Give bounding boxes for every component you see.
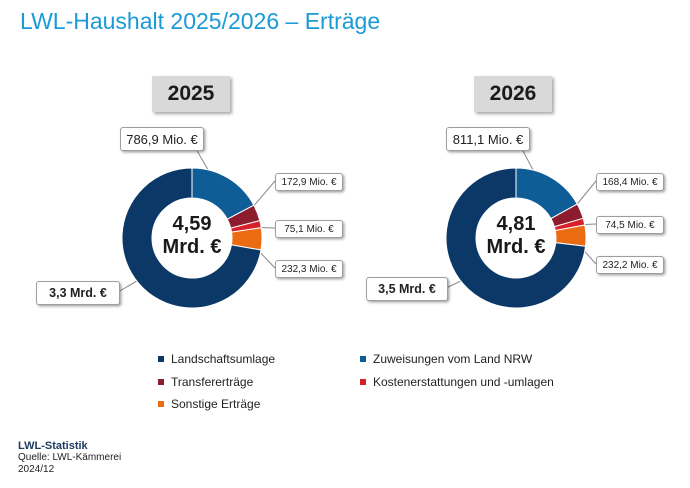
data-label-landschaftsumlage-2026: 3,5 Mrd. € <box>366 277 448 301</box>
legend-label: Transfererträge <box>171 375 254 389</box>
legend-swatch <box>158 379 164 385</box>
legend-swatch <box>158 401 164 407</box>
center-total-unit: Mrd. € <box>486 236 546 258</box>
data-label-kostenerstattungen-2026: 74,5 Mio. € <box>596 216 664 234</box>
footer-brand: LWL-Statistik <box>18 440 88 452</box>
slice-landschaftsumlage-2026 <box>445 167 587 309</box>
legend-swatch <box>158 356 164 362</box>
data-label-landschaftsumlage-2025: 3,3 Mrd. € <box>36 281 120 305</box>
center-total-value: 4,81 <box>496 213 536 235</box>
footer-source: Quelle: LWL-Kämmerei <box>18 452 122 463</box>
center-total-value: 4,59 <box>172 213 212 235</box>
legend-swatch <box>360 379 366 385</box>
legend-item-sonstige: Sonstige Erträge <box>158 397 260 411</box>
data-label-zuweisungen-2025: 786,9 Mio. € <box>120 127 204 151</box>
legend-item-transferertraege: Transfererträge <box>158 375 253 389</box>
legend-item-landschaftsumlage: Landschaftsumlage <box>158 352 275 366</box>
legend-item-zuweisungen: Zuweisungen vom Land NRW <box>360 352 532 366</box>
center-total-2025: 4,59 Mrd. € <box>137 213 247 259</box>
legend-label: Zuweisungen vom Land NRW <box>373 352 533 366</box>
center-total-2026: 4,81 Mrd. € <box>461 213 571 259</box>
legend-label: Sonstige Erträge <box>171 397 261 411</box>
legend-label: Landschaftsumlage <box>171 352 276 366</box>
footer: LWL-Statistik Quelle: LWL-Kämmerei 2024/… <box>18 440 121 476</box>
donut-center-2026 <box>476 198 556 278</box>
legend-label: Kostenerstattungen und -umlagen <box>373 375 554 389</box>
data-label-kostenerstattungen-2025: 75,1 Mio. € <box>275 220 343 238</box>
legend-swatch <box>360 356 366 362</box>
legend-item-kostenerstattungen: Kostenerstattungen und -umlagen <box>360 375 554 389</box>
data-label-sonstige-2026: 232,2 Mio. € <box>596 256 664 274</box>
data-label-transferertraege-2026: 168,4 Mio. € <box>596 173 664 191</box>
data-label-zuweisungen-2026: 811,1 Mio. € <box>446 127 530 151</box>
data-label-sonstige-2025: 232,3 Mio. € <box>275 260 343 278</box>
footer-date: 2024/12 <box>18 464 55 475</box>
slice-landschaftsumlage-2025 <box>121 167 262 309</box>
page-title: LWL-Haushalt 2025/2026 – Erträge <box>20 8 381 34</box>
data-label-transferertraege-2025: 172,9 Mio. € <box>275 173 343 191</box>
donut-center-2025 <box>152 198 232 278</box>
year-label-2026: 2026 <box>474 76 552 112</box>
center-total-unit: Mrd. € <box>162 236 222 258</box>
year-label-2025: 2025 <box>152 76 230 112</box>
